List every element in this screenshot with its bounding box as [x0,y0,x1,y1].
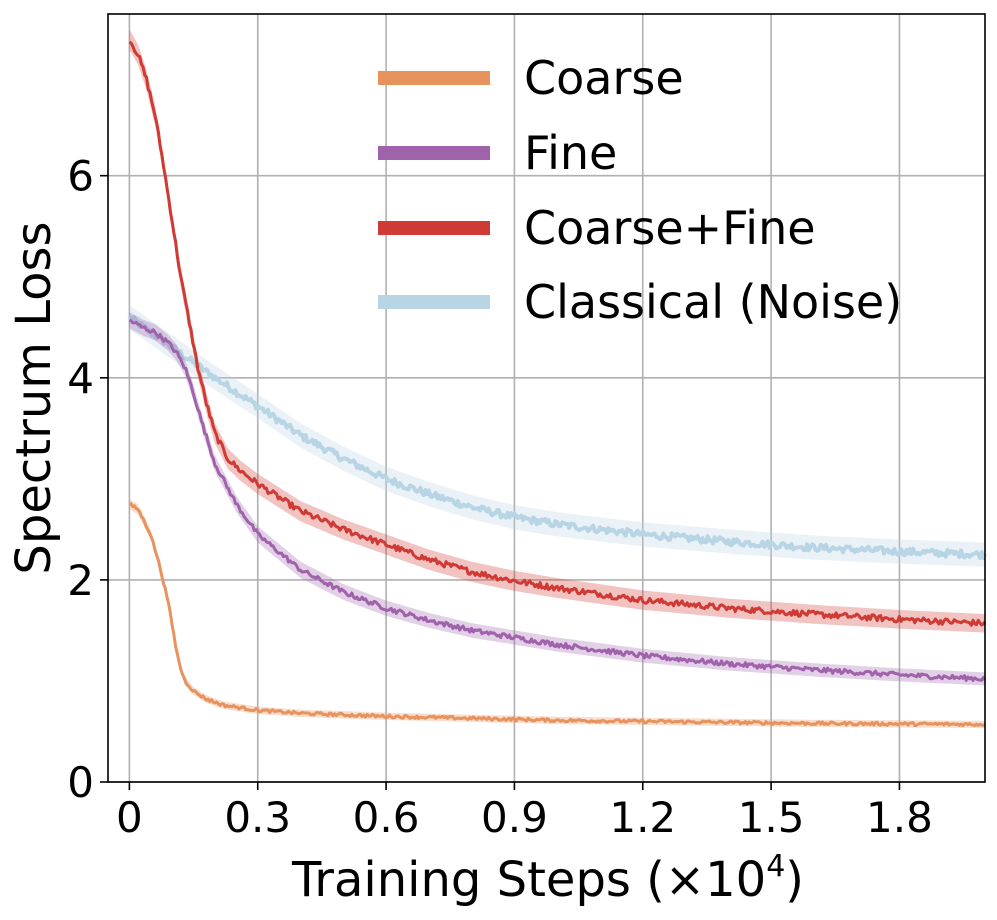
y-tick-label: 2 [67,556,94,605]
x-tick-label: 0.3 [224,793,291,842]
series-line-fine [128,318,987,682]
x-axis-label-close: ) [785,852,804,908]
y-tick-label: 0 [67,758,94,807]
series-band-coarse [129,499,985,728]
x-axis-label-exponent: 4 [766,849,785,884]
legend-label-coarse: Coarse [524,51,684,105]
grid-lines [108,14,985,783]
axis-ticks: 0 0.3 0.6 0.9 1.2 1.5 1.8 0 2 4 6 [67,152,933,842]
y-tick-label: 6 [67,152,94,201]
x-axis-label: Training Steps (×104) [291,849,804,908]
legend-label-fine: Fine [524,126,617,180]
plot-frame [107,13,986,783]
series-line-coarse [129,502,986,728]
x-tick-label: 0.6 [353,793,420,842]
y-axis-label: Spectrum Loss [6,221,62,574]
x-tick-label: 0.9 [481,793,548,842]
x-axis-label-text: Training Steps (×10 [291,852,766,908]
series-layer [127,29,987,728]
legend-label-coarse-fine: Coarse+Fine [524,201,816,255]
y-tick-label: 4 [67,354,94,403]
x-tick-label: 1.2 [609,793,676,842]
series-line-coarse-fine [128,40,987,627]
series-line-classical-noise [127,315,987,561]
legend-label-classical-noise: Classical (Noise) [524,275,902,329]
legend: Coarse Fine Coarse+Fine Classical (Noise) [378,51,902,329]
x-tick-label: 1.5 [738,793,805,842]
x-tick-label: 0 [116,793,143,842]
x-tick-label: 1.8 [866,793,933,842]
